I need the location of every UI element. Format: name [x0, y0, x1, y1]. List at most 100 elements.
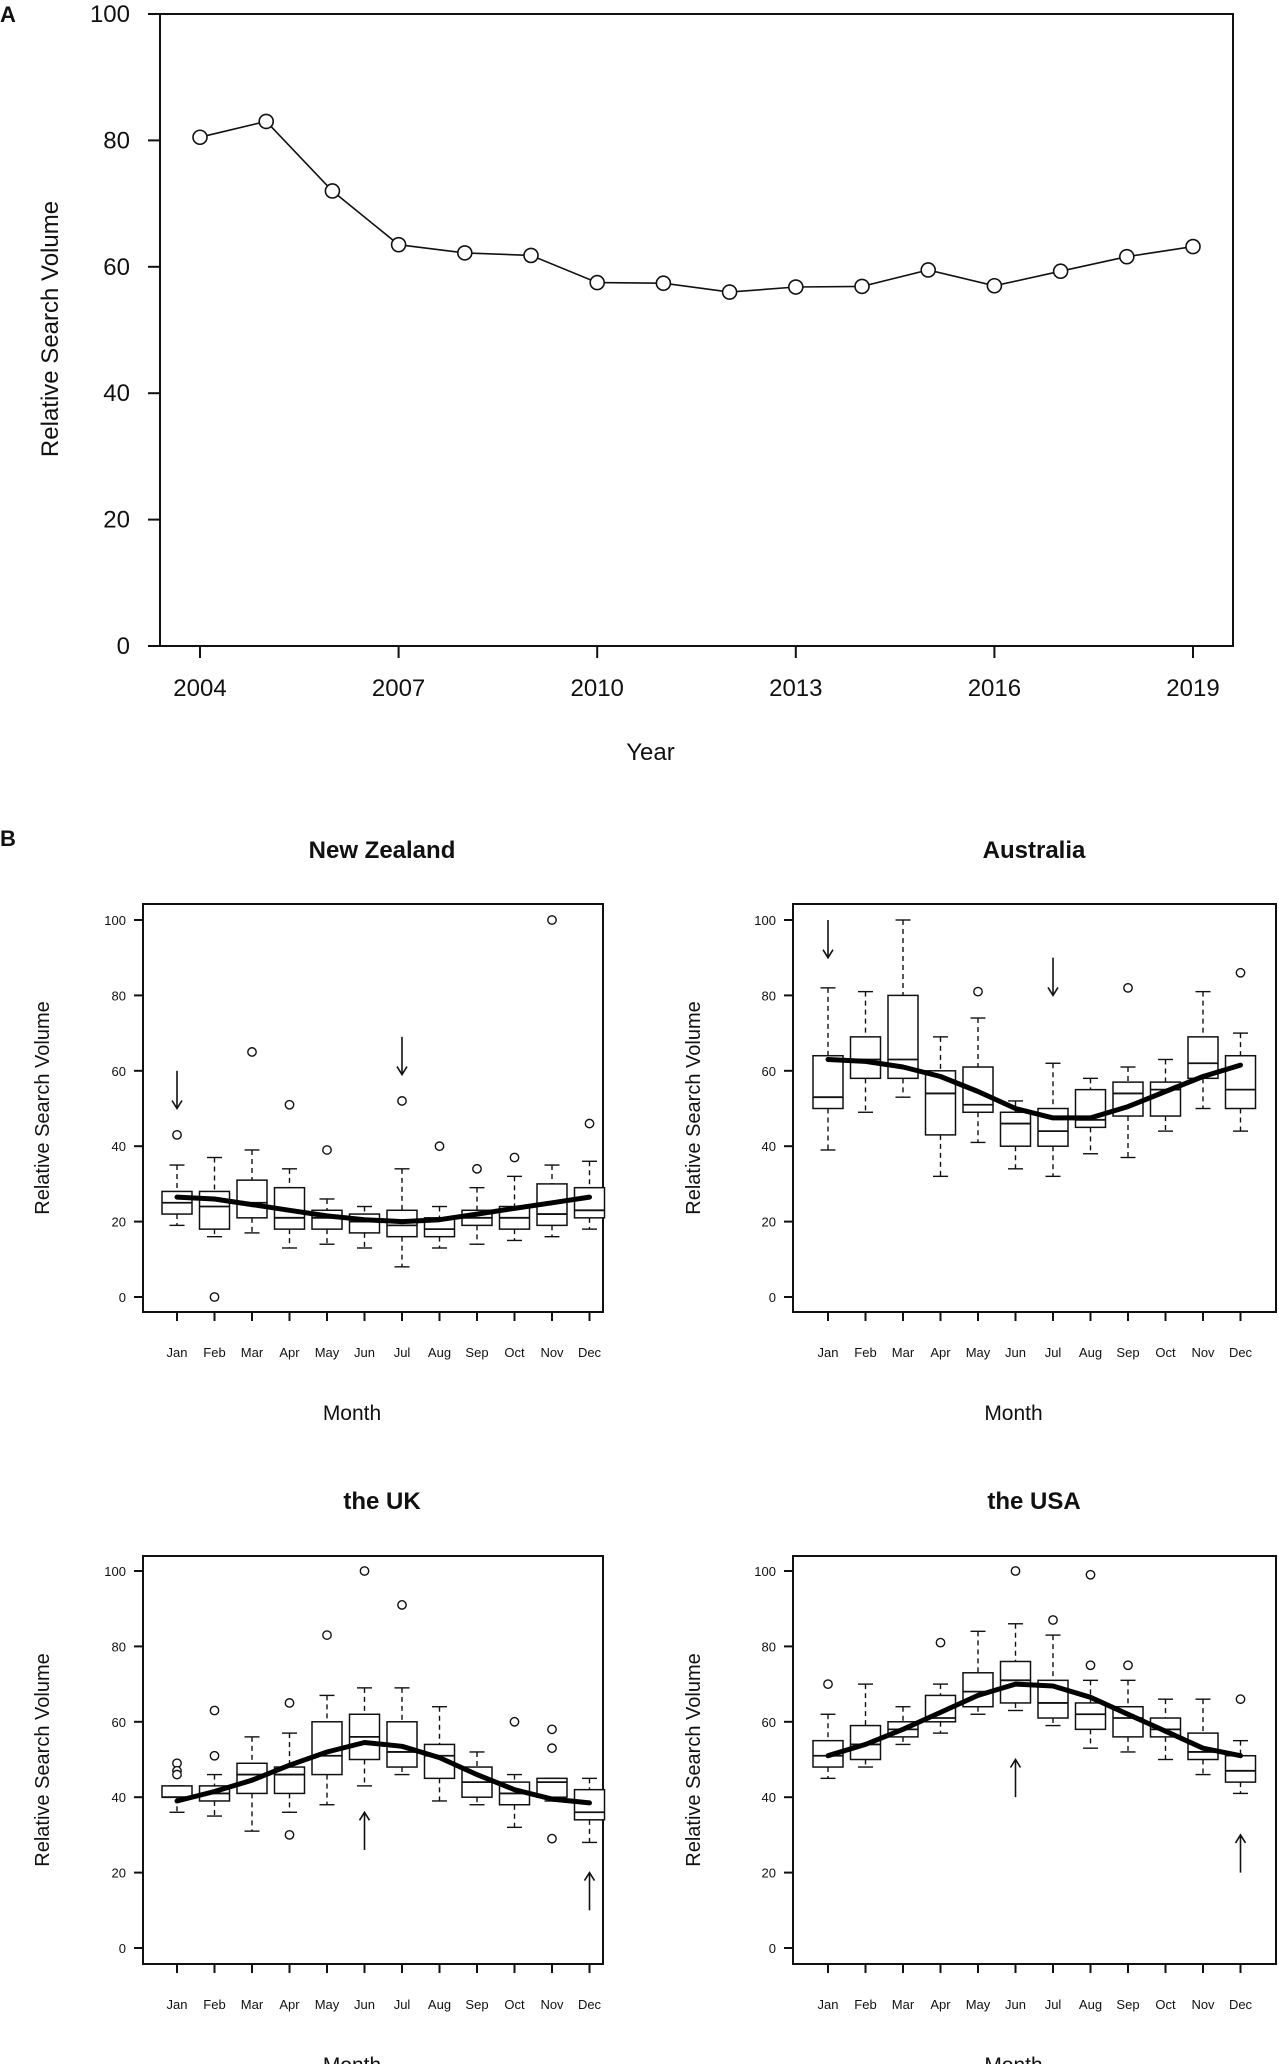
y-axis-label: Relative Search Volume	[683, 1653, 705, 1866]
outlier-point	[434, 1141, 445, 1152]
x-tick-label: Aug	[428, 1997, 451, 2012]
y-tick-label: 40	[103, 380, 130, 407]
data-point	[523, 247, 539, 264]
plot-frame	[159, 13, 1234, 647]
chart-title: Australia	[983, 837, 1086, 864]
outlier-point	[247, 1047, 257, 1057]
box-jun	[348, 1566, 381, 1787]
arrow-head	[396, 1066, 408, 1077]
box-may	[311, 1630, 343, 1806]
y-axis-label: Relative Search Volume	[683, 1001, 705, 1214]
outlier-point	[547, 1743, 557, 1754]
box-feb	[198, 1705, 231, 1817]
x-tick-label: May	[966, 1997, 991, 2012]
x-tick-label: Aug	[428, 1345, 451, 1360]
outlier-point	[1123, 982, 1133, 993]
outlier-point	[209, 1705, 220, 1716]
box-sep	[1112, 1660, 1144, 1753]
arrow-jun	[1009, 1757, 1022, 1798]
outlier-point	[284, 1830, 295, 1840]
box-apr	[924, 1036, 957, 1178]
x-tick-label: Sep	[465, 1345, 488, 1360]
outlier-point	[322, 1145, 332, 1155]
box-jun	[999, 1100, 1032, 1170]
x-tick-label: Jul	[394, 1345, 411, 1360]
outlier-point	[172, 1129, 182, 1140]
outlier-point	[1085, 1660, 1096, 1671]
box-dec	[573, 1118, 606, 1230]
data-point	[456, 245, 473, 261]
x-tick-label: Feb	[854, 1997, 876, 2012]
box-oct	[498, 1152, 531, 1242]
outlier-point	[1235, 967, 1246, 978]
arrow-jul	[396, 1036, 408, 1077]
y-tick-label: 20	[112, 1866, 126, 1881]
x-tick-label: Jul	[1045, 1997, 1062, 2012]
iqr-box	[1224, 1754, 1257, 1783]
x-tick-label: Jan	[167, 1345, 188, 1360]
y-tick-label: 20	[112, 1215, 126, 1230]
outlier-point	[935, 1637, 946, 1648]
y-tick-label: 60	[112, 1064, 126, 1079]
outlier-point	[322, 1630, 332, 1640]
x-tick-label: 2013	[769, 675, 822, 702]
y-tick-label: 0	[119, 1290, 126, 1305]
data-point	[854, 278, 870, 295]
box-nov	[536, 1724, 568, 1844]
x-tick-label: Dec	[1229, 1345, 1253, 1360]
arrow-jan	[822, 920, 834, 960]
x-tick-label: Sep	[1116, 1997, 1139, 2012]
data-point	[1052, 263, 1069, 280]
y-tick-label: 60	[112, 1715, 126, 1730]
y-tick-label: 100	[754, 1564, 776, 1579]
x-tick-label: Jul	[394, 1997, 411, 2012]
box-nov	[1187, 990, 1219, 1110]
arrow-head	[1047, 986, 1059, 997]
iqr-box	[999, 1111, 1032, 1147]
outlier-point	[547, 1724, 557, 1735]
plot-frame	[142, 1555, 604, 1965]
y-tick-label: 60	[762, 1715, 776, 1730]
panel-label-a: A	[0, 2, 16, 27]
x-tick-label: 2019	[1166, 675, 1219, 702]
iqr-box	[962, 1672, 994, 1708]
y-tick-label: 100	[104, 1564, 126, 1579]
data-point	[192, 129, 208, 146]
outlier-point	[397, 1600, 407, 1610]
outlier-point	[209, 1750, 220, 1761]
outlier-point	[1123, 1660, 1133, 1671]
outlier-point	[584, 1118, 595, 1129]
x-tick-label: Nov	[1191, 1997, 1215, 2012]
arrow-head	[171, 1100, 183, 1111]
box-may	[962, 986, 994, 1144]
y-tick-label: 80	[762, 1639, 776, 1654]
y-tick-label: 0	[117, 633, 130, 660]
x-tick-label: Jan	[818, 1345, 839, 1360]
arrow-head	[358, 1810, 371, 1821]
x-tick-label: May	[966, 1345, 991, 1360]
arrow-head	[822, 949, 834, 960]
x-tick-label: May	[315, 1997, 340, 2012]
data-point	[655, 275, 672, 292]
outlier-point	[284, 1698, 295, 1708]
y-tick-label: 60	[762, 1064, 776, 1079]
x-tick-label: Feb	[854, 1345, 876, 1360]
chart-title: the USA	[987, 1488, 1080, 1515]
outlier-point	[547, 915, 557, 925]
box-nov	[1187, 1698, 1219, 1776]
y-tick-label: 100	[90, 1, 130, 28]
boxplot-new-zealand: New Zealand 0 20 40 60 80 100 Jan Feb Mar Apr May Ju…	[32, 837, 606, 1425]
box-feb	[849, 1683, 882, 1768]
box-feb	[849, 990, 882, 1113]
box-jan	[812, 987, 844, 1151]
x-axis-label: Month	[323, 1402, 381, 1425]
x-tick-label: Apr	[930, 1345, 951, 1360]
x-tick-label: May	[315, 1345, 340, 1360]
x-tick-label: Sep	[1116, 1345, 1139, 1360]
data-point	[589, 274, 606, 291]
y-tick-label: 100	[104, 913, 126, 928]
x-tick-label: Aug	[1079, 1997, 1102, 2012]
y-tick-label: 40	[762, 1790, 776, 1805]
x-axis-label: Month	[323, 2054, 381, 2064]
